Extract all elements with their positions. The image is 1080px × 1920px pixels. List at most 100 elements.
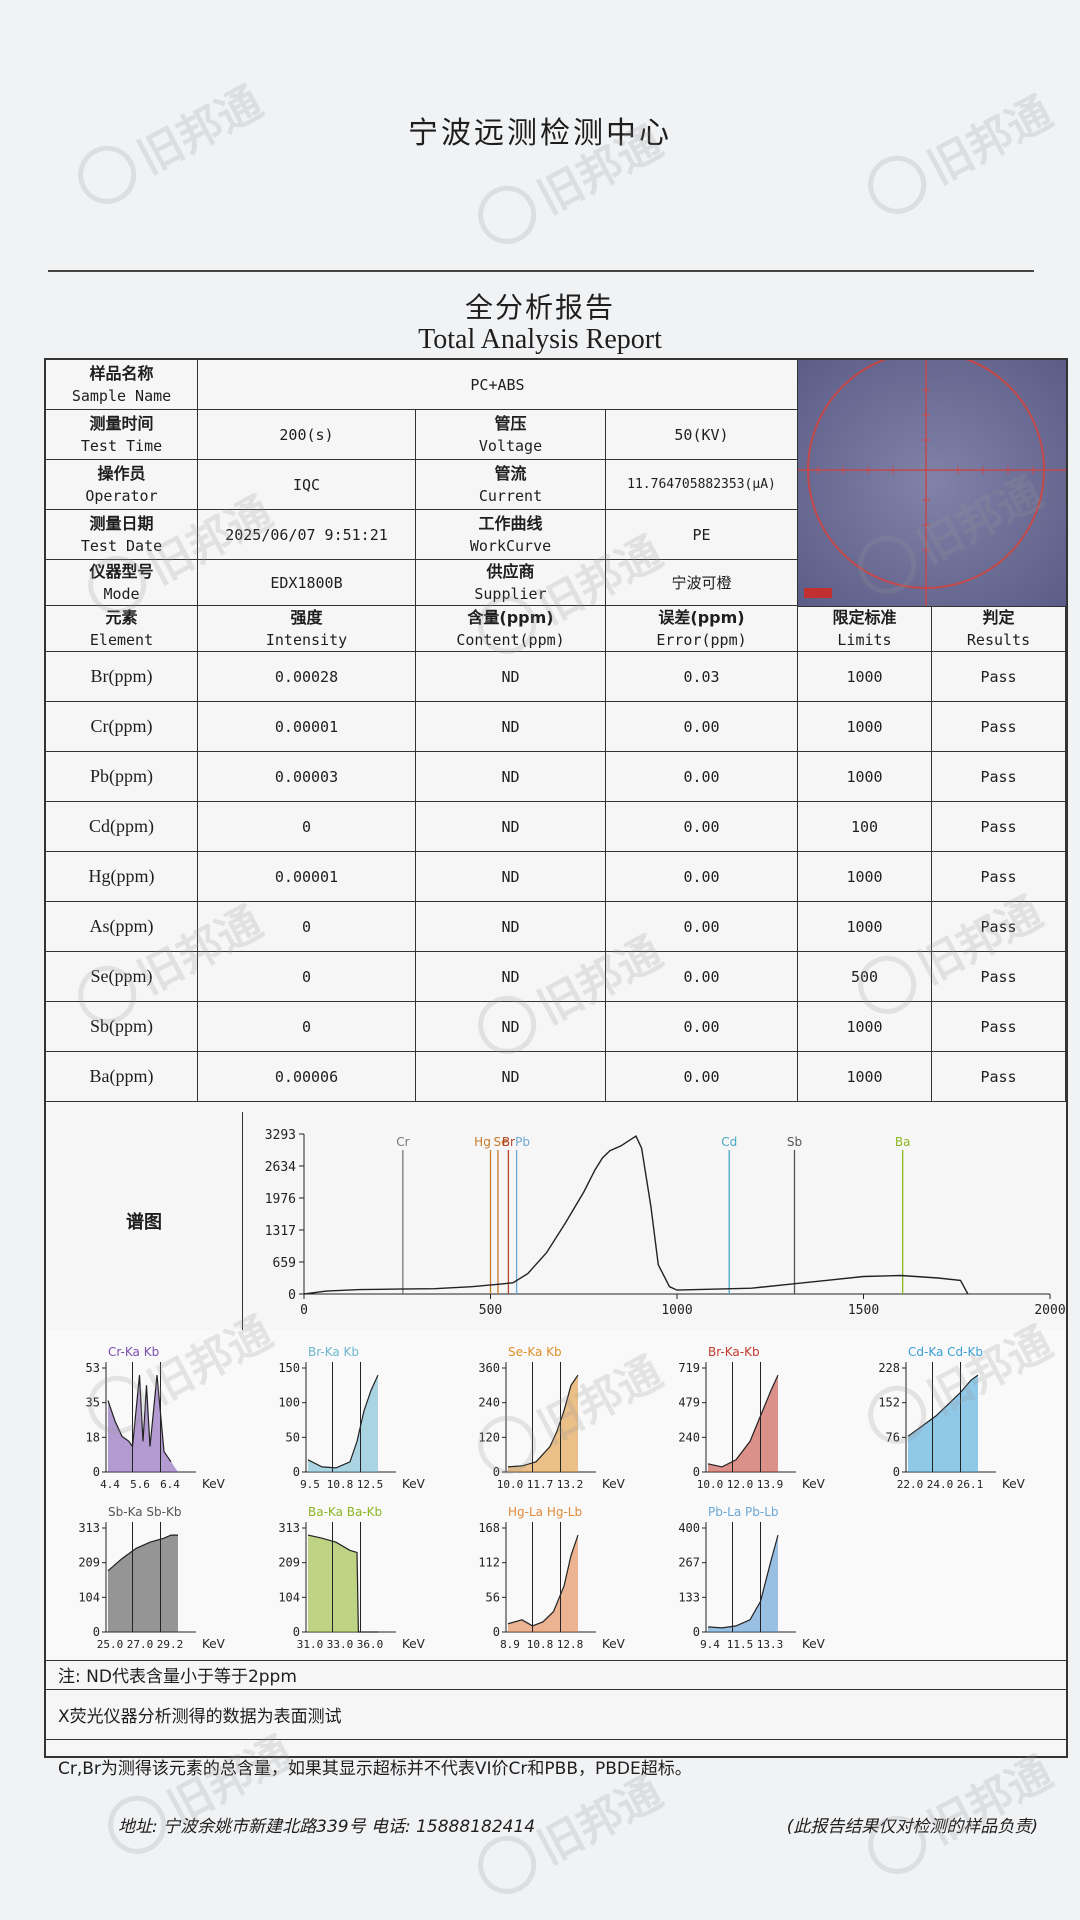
mini-charts-area: Cr-Ka Kb 53 35 18 0 4.4 5.6 6.4 KeV Br-Ka Kb 150 10… bbox=[46, 1330, 1066, 1661]
mini-y-tick-label: 228 bbox=[878, 1361, 900, 1375]
mini-chart-curve bbox=[507, 1374, 579, 1468]
test-date-value: 2025/06/07 9:51:21 bbox=[198, 510, 416, 560]
mini-x-tick-label: 10.8 bbox=[527, 1638, 554, 1651]
spectrum-marker-label: Cr bbox=[396, 1135, 409, 1149]
watermark-logo-icon bbox=[467, 175, 547, 255]
mini-chart-title: Sb-Ka Sb-Kb bbox=[108, 1505, 181, 1519]
mini-y-tick-label: 360 bbox=[478, 1361, 500, 1375]
mini-y-tick-label: 168 bbox=[478, 1521, 500, 1535]
mini-chart-title: Pb-La Pb-Lb bbox=[708, 1505, 779, 1519]
mini-x-tick-label: 26.1 bbox=[957, 1478, 984, 1491]
table-cell-result: Pass bbox=[932, 902, 1066, 952]
mini-x-tick-label: 6.4 bbox=[160, 1478, 180, 1491]
mini-y-tick-label: 100 bbox=[278, 1396, 300, 1410]
mini-y-tick-label: 104 bbox=[278, 1590, 300, 1604]
spectrum-x-tick-label: 500 bbox=[479, 1303, 502, 1318]
mini-chart-area bbox=[908, 1375, 978, 1472]
table-cell-error: 0.00 bbox=[606, 902, 798, 952]
header-divider bbox=[48, 270, 1034, 272]
table-cell-intensity: 0 bbox=[198, 952, 416, 1002]
test-time-label: 测量时间 Test Time bbox=[46, 410, 198, 460]
mini-x-tick-label: 12.8 bbox=[557, 1638, 584, 1651]
table-cell-element: Se(ppm) bbox=[46, 952, 198, 1002]
table-cell-content: ND bbox=[416, 702, 606, 752]
watermark-logo-icon bbox=[467, 1825, 547, 1905]
spectrum-x-tick-label: 1000 bbox=[661, 1303, 692, 1318]
spectrum-x-tick-label: 2000 bbox=[1034, 1303, 1065, 1318]
table-cell-element: Cr(ppm) bbox=[46, 702, 198, 752]
mini-y-tick-label: 0 bbox=[93, 1625, 100, 1639]
mini-y-tick-label: 0 bbox=[93, 1465, 100, 1479]
mini-x-tick-label: 13.9 bbox=[757, 1478, 784, 1491]
mini-chart: Se-Ka Kb 360 240 120 010.0 11.7 13.2 KeV bbox=[478, 1345, 625, 1491]
mini-x-tick-label: 10.0 bbox=[697, 1478, 724, 1491]
spectrum-marker-label: Se bbox=[493, 1135, 508, 1149]
footer: 地址: 宁波余姚市新建北路339号 电话: 15888182414 (此报告结果… bbox=[118, 1812, 1038, 1837]
mini-y-tick-label: 0 bbox=[493, 1625, 500, 1639]
mini-x-tick-label: 11.7 bbox=[527, 1478, 554, 1491]
mini-x-tick-label: 25.0 bbox=[97, 1638, 124, 1651]
current-label: 管流 Current bbox=[416, 460, 606, 510]
table-cell-error: 0.00 bbox=[606, 752, 798, 802]
spectrum-curve bbox=[303, 1135, 969, 1295]
mini-chart: Ba-Ka Ba-Kb 313 209 104 031.0 33.0 36.0 KeV bbox=[278, 1505, 425, 1651]
mini-chart-curve bbox=[107, 1534, 178, 1572]
table-cell-result: Pass bbox=[932, 802, 1066, 852]
table-cell-element: Cd(ppm) bbox=[46, 802, 198, 852]
table-cell-result: Pass bbox=[932, 652, 1066, 702]
table-cell-result: Pass bbox=[932, 1052, 1066, 1102]
table-cell-content: ND bbox=[416, 802, 606, 852]
mini-chart-title: Ba-Ka Ba-Kb bbox=[308, 1505, 382, 1519]
mini-x-tick-label: 31.0 bbox=[297, 1638, 324, 1651]
mini-chart: Cd-Ka Cd-Kb 228 152 76 022.0 24.0 26.1 KeV bbox=[878, 1345, 1025, 1491]
mini-x-tick-label: 29.2 bbox=[157, 1638, 184, 1651]
spectrum-label: 谱图 bbox=[46, 1112, 243, 1332]
mini-chart-area bbox=[108, 1535, 178, 1632]
mini-y-tick-label: 120 bbox=[478, 1430, 500, 1444]
table-cell-result: Pass bbox=[932, 702, 1066, 752]
results-header-cell: 含量(ppm) Content(ppm) bbox=[416, 606, 606, 652]
table-cell-content: ND bbox=[416, 852, 606, 902]
table-cell-limit: 1000 bbox=[798, 1052, 932, 1102]
table-cell-error: 0.00 bbox=[606, 802, 798, 852]
spectrum-y-tick-label: 0 bbox=[288, 1288, 296, 1303]
mini-x-tick-label: 9.5 bbox=[300, 1478, 320, 1491]
table-cell-content: ND bbox=[416, 902, 606, 952]
mini-y-tick-label: 0 bbox=[893, 1465, 900, 1479]
mini-x-unit: KeV bbox=[602, 1637, 626, 1651]
table-cell-content: ND bbox=[416, 1052, 606, 1102]
mini-chart-area bbox=[308, 1535, 378, 1632]
mini-chart-area bbox=[508, 1375, 578, 1472]
mini-x-unit: KeV bbox=[602, 1477, 626, 1491]
spectrum-x-tick-label: 0 bbox=[300, 1303, 308, 1318]
spectrum-chart: 0 659 1317 1976 2634 3293 0 500 1000 1500 2000 Cr Hg… bbox=[242, 1112, 1066, 1332]
mini-x-tick-label: 11.5 bbox=[727, 1638, 754, 1651]
table-cell-intensity: 0.00003 bbox=[198, 752, 416, 802]
table-cell-error: 0.00 bbox=[606, 702, 798, 752]
mini-chart-area bbox=[708, 1375, 778, 1472]
table-cell-error: 0.00 bbox=[606, 852, 798, 902]
table-cell-intensity: 0 bbox=[198, 802, 416, 852]
mini-x-unit: KeV bbox=[802, 1477, 826, 1491]
mini-chart: Pb-La Pb-Lb 400 267 133 09.4 11.5 13.3 KeV bbox=[678, 1505, 825, 1651]
mini-y-tick-label: 240 bbox=[678, 1430, 700, 1444]
note-surface: X荧光仪器分析测得的数据为表面测试 bbox=[46, 1690, 1066, 1740]
mini-y-tick-label: 0 bbox=[693, 1625, 700, 1639]
results-header-cell: 误差(ppm) Error(ppm) bbox=[606, 606, 798, 652]
spectrum-y-tick-label: 1976 bbox=[265, 1192, 296, 1207]
mini-x-unit: KeV bbox=[202, 1477, 226, 1491]
mini-x-unit: KeV bbox=[202, 1637, 226, 1651]
mini-x-tick-label: 33.0 bbox=[327, 1638, 354, 1651]
table-cell-intensity: 0.00006 bbox=[198, 1052, 416, 1102]
spectrum-y-tick-label: 1317 bbox=[265, 1224, 296, 1239]
table-cell-limit: 100 bbox=[798, 802, 932, 852]
table-cell-limit: 1000 bbox=[798, 752, 932, 802]
mini-chart: Br-Ka-Kb 719 479 240 010.0 12.0 13.9 KeV bbox=[678, 1345, 825, 1491]
mini-y-tick-label: 133 bbox=[678, 1590, 700, 1604]
mini-x-tick-label: 27.0 bbox=[127, 1638, 154, 1651]
table-cell-element: Pb(ppm) bbox=[46, 752, 198, 802]
footer-disclaimer: (此报告结果仅对检测的样品负责) bbox=[786, 1817, 1038, 1837]
workcurve-value: PE bbox=[606, 510, 798, 560]
table-cell-limit: 1000 bbox=[798, 852, 932, 902]
